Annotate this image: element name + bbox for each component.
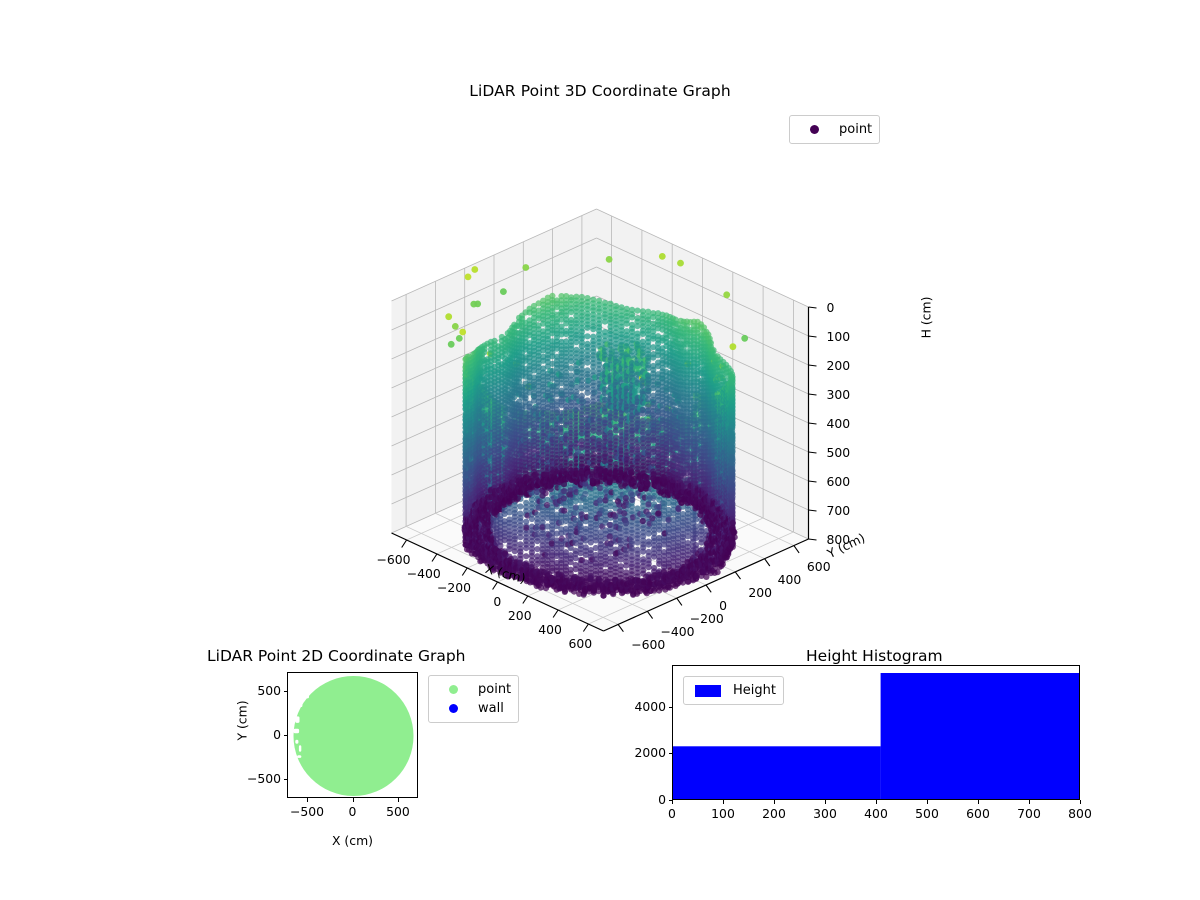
data-point xyxy=(451,323,459,330)
grid-right-h xyxy=(596,208,809,308)
data-point xyxy=(605,256,613,263)
data-point xyxy=(582,490,589,498)
data-point xyxy=(523,545,530,552)
data-point xyxy=(511,548,518,555)
data-point xyxy=(517,534,524,541)
legend-label-point: point xyxy=(839,122,873,137)
data-point xyxy=(523,524,530,531)
data-point xyxy=(517,503,524,510)
grid-left-h xyxy=(391,208,597,302)
data-point xyxy=(481,349,488,356)
data-point xyxy=(506,546,513,553)
lidar-3d-scatter-plot[interactable] xyxy=(300,120,940,640)
legend-3d[interactable]: point xyxy=(789,115,881,144)
data-point xyxy=(601,318,608,325)
data-point xyxy=(506,509,513,516)
data-point xyxy=(542,490,549,497)
data-point xyxy=(459,328,467,336)
data-point xyxy=(560,495,567,502)
data-point xyxy=(623,562,630,569)
data-point xyxy=(612,513,619,520)
data-point xyxy=(584,324,591,331)
data-point xyxy=(471,266,479,273)
data-point xyxy=(561,507,568,514)
point-cloud xyxy=(445,253,749,599)
data-point xyxy=(573,339,580,346)
3d-axes-svg xyxy=(391,208,817,633)
data-point xyxy=(528,515,535,523)
data-point xyxy=(596,485,603,492)
grid-left-h xyxy=(391,266,597,360)
data-point xyxy=(617,556,624,563)
data-point xyxy=(474,300,482,308)
data-point xyxy=(623,519,630,526)
data-point xyxy=(523,553,530,560)
data-point xyxy=(464,273,472,281)
data-point xyxy=(584,333,591,340)
grid-left-h xyxy=(391,237,597,331)
data-point xyxy=(590,326,597,333)
data-point xyxy=(606,521,613,529)
data-point xyxy=(522,264,530,271)
data-point xyxy=(447,340,455,348)
data-point xyxy=(578,444,585,451)
data-point xyxy=(500,288,507,295)
data-point xyxy=(455,335,463,342)
data-point xyxy=(584,359,591,366)
data-point xyxy=(596,497,603,504)
point-marker-icon xyxy=(797,125,831,134)
data-point xyxy=(596,429,603,436)
data-point xyxy=(561,488,568,495)
data-point xyxy=(584,389,591,396)
data-point xyxy=(601,408,608,415)
data-point xyxy=(578,385,585,392)
data-point xyxy=(621,510,628,517)
data-point xyxy=(590,427,597,434)
grid-right-h xyxy=(596,266,809,366)
panel-3d-title: LiDAR Point 3D Coordinate Graph xyxy=(469,82,731,100)
legend-item-point: point xyxy=(797,120,872,139)
grid-right-h xyxy=(596,237,809,337)
data-point xyxy=(445,313,453,321)
